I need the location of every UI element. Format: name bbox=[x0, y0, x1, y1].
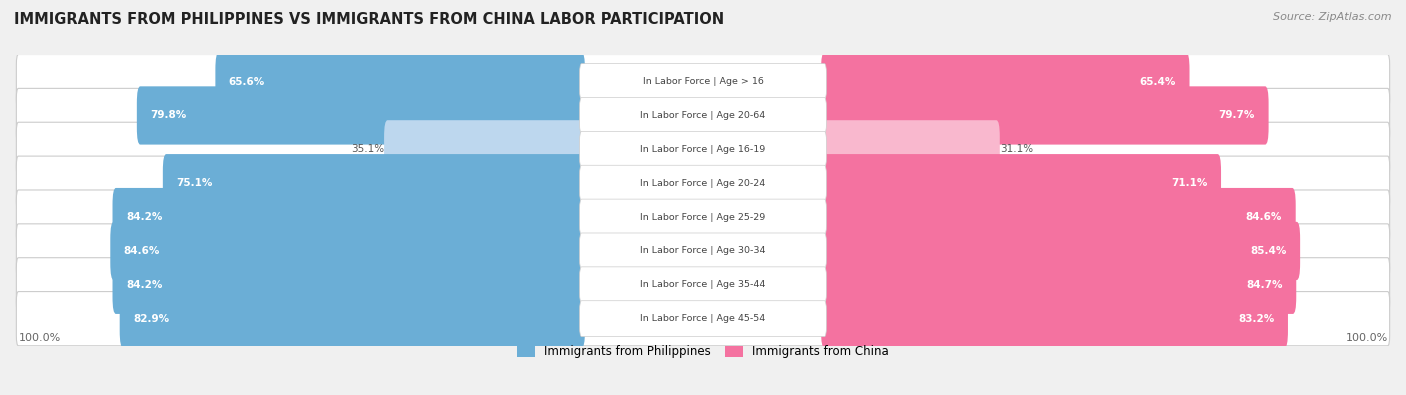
FancyBboxPatch shape bbox=[17, 55, 1389, 109]
Text: 84.6%: 84.6% bbox=[1246, 212, 1282, 222]
Text: 100.0%: 100.0% bbox=[18, 333, 60, 343]
Text: 85.4%: 85.4% bbox=[1250, 246, 1286, 256]
FancyBboxPatch shape bbox=[112, 188, 585, 246]
FancyBboxPatch shape bbox=[821, 188, 1296, 246]
FancyBboxPatch shape bbox=[17, 156, 1389, 210]
Text: In Labor Force | Age 30-34: In Labor Force | Age 30-34 bbox=[640, 246, 766, 256]
FancyBboxPatch shape bbox=[579, 267, 827, 303]
FancyBboxPatch shape bbox=[821, 154, 1220, 213]
FancyBboxPatch shape bbox=[17, 258, 1389, 312]
Text: 82.9%: 82.9% bbox=[134, 314, 169, 324]
FancyBboxPatch shape bbox=[579, 233, 827, 269]
Text: In Labor Force | Age 16-19: In Labor Force | Age 16-19 bbox=[640, 145, 766, 154]
Text: In Labor Force | Age 20-64: In Labor Force | Age 20-64 bbox=[640, 111, 766, 120]
FancyBboxPatch shape bbox=[215, 53, 585, 111]
FancyBboxPatch shape bbox=[579, 98, 827, 134]
FancyBboxPatch shape bbox=[579, 199, 827, 235]
Text: 83.2%: 83.2% bbox=[1239, 314, 1274, 324]
FancyBboxPatch shape bbox=[112, 256, 585, 314]
FancyBboxPatch shape bbox=[17, 190, 1389, 244]
FancyBboxPatch shape bbox=[821, 120, 1000, 179]
FancyBboxPatch shape bbox=[136, 87, 585, 145]
FancyBboxPatch shape bbox=[579, 132, 827, 167]
FancyBboxPatch shape bbox=[821, 87, 1268, 145]
FancyBboxPatch shape bbox=[110, 222, 585, 280]
Text: 75.1%: 75.1% bbox=[176, 178, 212, 188]
FancyBboxPatch shape bbox=[17, 88, 1389, 143]
FancyBboxPatch shape bbox=[821, 290, 1288, 348]
FancyBboxPatch shape bbox=[17, 292, 1389, 346]
FancyBboxPatch shape bbox=[163, 154, 585, 213]
Text: 84.2%: 84.2% bbox=[127, 212, 162, 222]
Text: In Labor Force | Age 20-24: In Labor Force | Age 20-24 bbox=[640, 179, 766, 188]
Text: 65.6%: 65.6% bbox=[229, 77, 266, 87]
Text: 84.2%: 84.2% bbox=[127, 280, 162, 290]
Text: 71.1%: 71.1% bbox=[1171, 178, 1208, 188]
Text: In Labor Force | Age > 16: In Labor Force | Age > 16 bbox=[643, 77, 763, 86]
FancyBboxPatch shape bbox=[17, 224, 1389, 278]
FancyBboxPatch shape bbox=[821, 53, 1189, 111]
Text: 65.4%: 65.4% bbox=[1140, 77, 1175, 87]
FancyBboxPatch shape bbox=[17, 122, 1389, 177]
Text: 79.7%: 79.7% bbox=[1219, 111, 1256, 120]
Text: 84.7%: 84.7% bbox=[1246, 280, 1282, 290]
Text: In Labor Force | Age 35-44: In Labor Force | Age 35-44 bbox=[640, 280, 766, 289]
FancyBboxPatch shape bbox=[579, 301, 827, 337]
FancyBboxPatch shape bbox=[821, 222, 1301, 280]
FancyBboxPatch shape bbox=[384, 120, 585, 179]
FancyBboxPatch shape bbox=[579, 64, 827, 100]
FancyBboxPatch shape bbox=[579, 165, 827, 201]
FancyBboxPatch shape bbox=[821, 256, 1296, 314]
Text: In Labor Force | Age 25-29: In Labor Force | Age 25-29 bbox=[640, 213, 766, 222]
Text: 100.0%: 100.0% bbox=[1346, 333, 1388, 343]
Text: 31.1%: 31.1% bbox=[1000, 144, 1033, 154]
Text: 84.6%: 84.6% bbox=[124, 246, 160, 256]
Text: In Labor Force | Age 45-54: In Labor Force | Age 45-54 bbox=[640, 314, 766, 323]
FancyBboxPatch shape bbox=[120, 290, 585, 348]
Legend: Immigrants from Philippines, Immigrants from China: Immigrants from Philippines, Immigrants … bbox=[512, 341, 894, 363]
Text: IMMIGRANTS FROM PHILIPPINES VS IMMIGRANTS FROM CHINA LABOR PARTICIPATION: IMMIGRANTS FROM PHILIPPINES VS IMMIGRANT… bbox=[14, 12, 724, 27]
Text: 79.8%: 79.8% bbox=[150, 111, 187, 120]
Text: 35.1%: 35.1% bbox=[352, 144, 384, 154]
Text: Source: ZipAtlas.com: Source: ZipAtlas.com bbox=[1274, 12, 1392, 22]
